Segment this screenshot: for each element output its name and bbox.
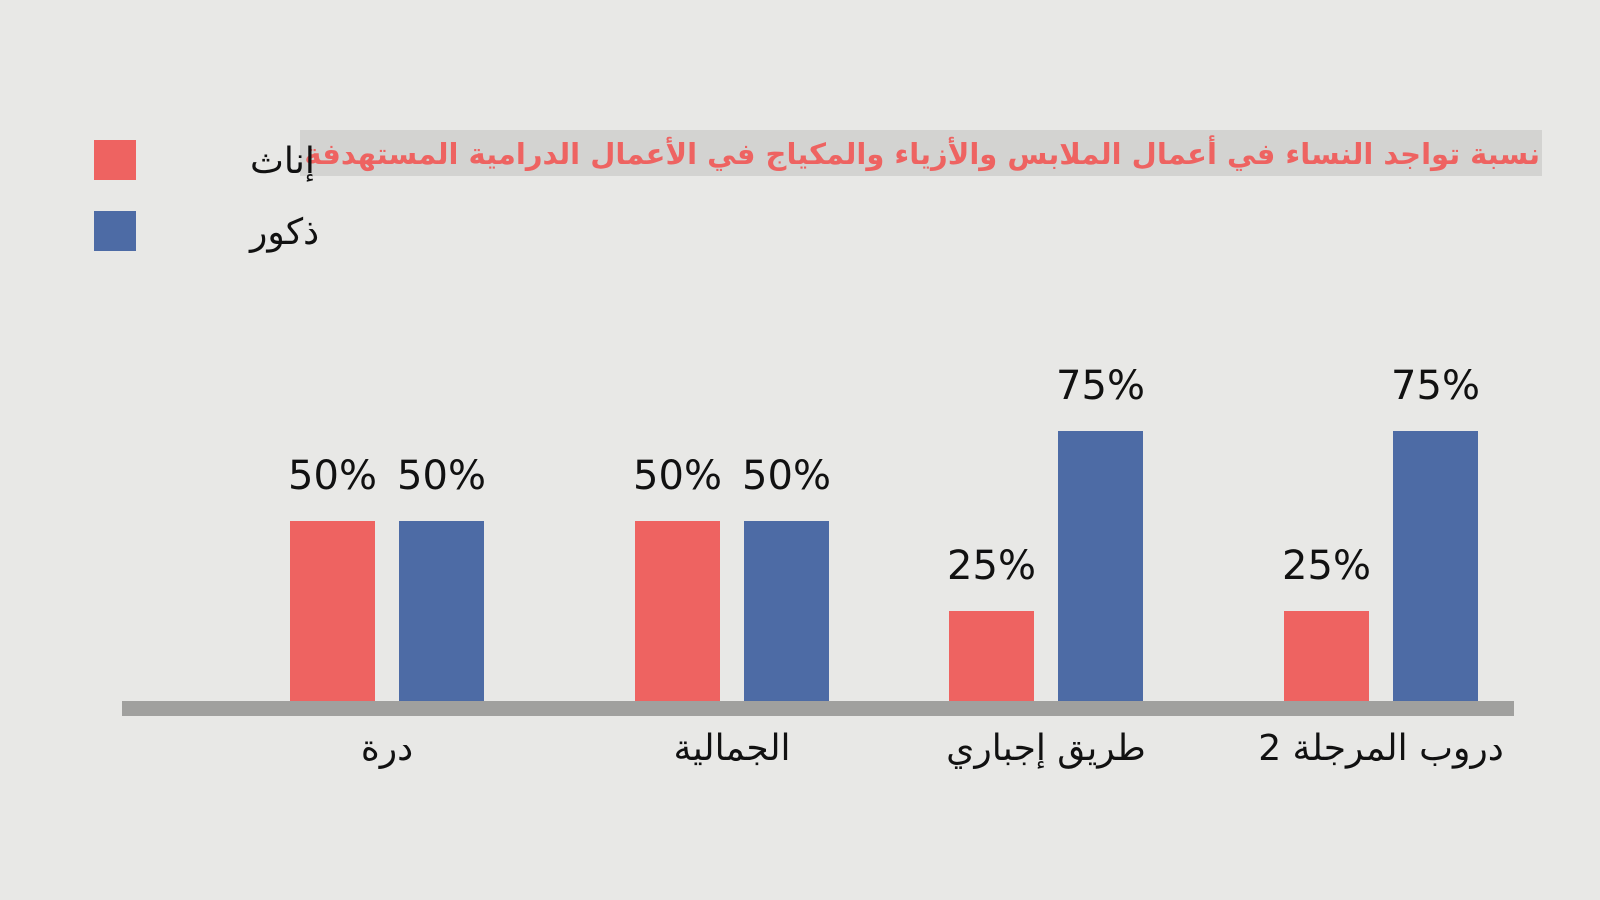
legend-label-female: إناث: [250, 141, 315, 182]
bar-male-4: [1393, 431, 1478, 701]
bar-female-1: [290, 521, 375, 701]
category-label-1: درة: [361, 728, 413, 769]
category-label-4: دروب المرجلة 2: [1258, 728, 1504, 769]
x-axis-line: [122, 701, 1514, 716]
value-label-female-3: 25%: [947, 543, 1036, 589]
legend-label-male: ذكور: [248, 212, 319, 253]
category-labels-group: درة الجمالية طريق إجباري دروب المرجلة 2: [361, 728, 1504, 769]
legend-swatch-female: [94, 140, 136, 180]
value-label-male-3: 75%: [1056, 363, 1145, 409]
value-label-female-1: 50%: [288, 453, 377, 499]
bar-male-2: [744, 521, 829, 701]
legend-swatch-male: [94, 211, 136, 251]
value-label-male-1: 50%: [397, 453, 486, 499]
bars-group: [290, 431, 1478, 701]
chart-title: نسبة تواجد النساء في أعمال الملابس والأز…: [304, 135, 1540, 171]
value-label-female-2: 50%: [633, 453, 722, 499]
bar-female-2: [635, 521, 720, 701]
value-label-female-4: 25%: [1282, 543, 1371, 589]
bar-female-4: [1284, 611, 1369, 701]
bar-male-1: [399, 521, 484, 701]
category-label-2: الجمالية: [673, 728, 790, 769]
category-label-3: طريق إجباري: [946, 728, 1146, 769]
legend: إناث ذكور: [94, 140, 319, 253]
bar-female-3: [949, 611, 1034, 701]
value-labels-group: 50% 50% 50% 50% 25% 75% 25% 75%: [288, 363, 1480, 589]
title-background: [300, 130, 1542, 176]
bar-male-3: [1058, 431, 1143, 701]
value-label-male-2: 50%: [742, 453, 831, 499]
value-label-male-4: 75%: [1391, 363, 1480, 409]
